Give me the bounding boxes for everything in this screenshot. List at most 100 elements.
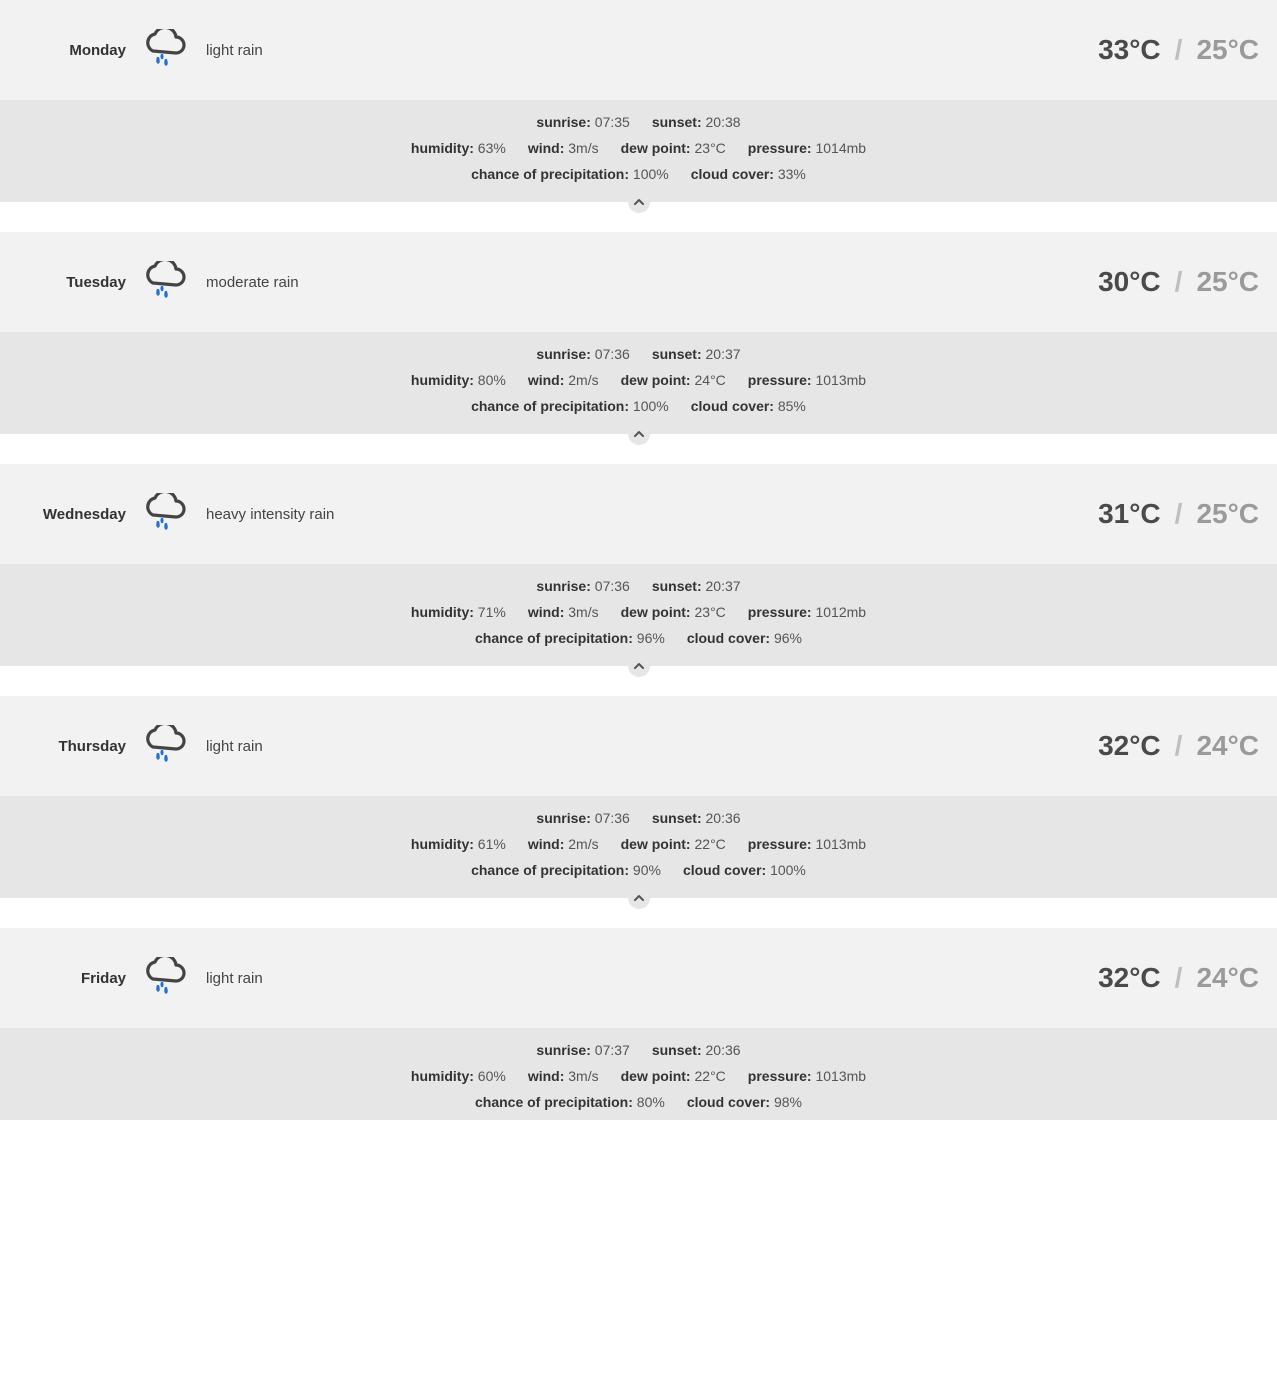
precip-label: chance of precipitation: [475,1094,633,1110]
humidity-label: humidity: [411,372,474,388]
humidity-item: humidity: 80% [411,372,506,388]
pressure-item: pressure: 1014mb [748,140,866,156]
temp-separator: / [1175,730,1183,762]
day-header[interactable]: Thursday light rain 32°C / 24°C [0,696,1277,796]
sunrise-label: sunrise: [536,114,590,130]
day-details: sunrise: 07:36 sunset: 20:37 humidity: 7… [0,564,1277,666]
collapse-button[interactable] [628,655,650,677]
dewpoint-item: dew point: 23°C [621,140,726,156]
wind-value: 3m/s [568,1068,598,1084]
sunset-value: 20:38 [706,114,741,130]
temp-high: 32°C [1098,962,1161,994]
cloud-label: cloud cover: [691,398,774,414]
collapse-button[interactable] [628,191,650,213]
rain-icon [139,493,189,535]
temps: 32°C / 24°C [1098,730,1259,762]
sunset-item: sunset: 20:38 [652,114,741,130]
collapse-button[interactable] [628,887,650,909]
sunrise-value: 07:36 [595,578,630,594]
day-block: Thursday light rain 32°C / 24°C sunrise:… [0,696,1277,926]
chevron-up-icon [632,659,646,673]
detail-row-sun: sunrise: 07:35 sunset: 20:38 [10,114,1267,130]
pressure-item: pressure: 1012mb [748,604,866,620]
temp-separator: / [1175,962,1183,994]
detail-row-sun: sunrise: 07:37 sunset: 20:36 [10,1042,1267,1058]
temps: 33°C / 25°C [1098,34,1259,66]
pressure-item: pressure: 1013mb [748,1068,866,1084]
condition-text: heavy intensity rain [206,506,1098,523]
detail-row-atmos: humidity: 63% wind: 3m/s dew point: 23°C… [10,140,1267,156]
sunrise-item: sunrise: 07:36 [536,346,629,362]
day-header[interactable]: Monday light rain 33°C / 25°C [0,0,1277,100]
pressure-value: 1013mb [815,836,866,852]
pressure-value: 1013mb [815,1068,866,1084]
dewpoint-item: dew point: 24°C [621,372,726,388]
humidity-item: humidity: 60% [411,1068,506,1084]
temp-separator: / [1175,498,1183,530]
humidity-value: 63% [478,140,506,156]
humidity-item: humidity: 71% [411,604,506,620]
sunset-value: 20:37 [706,346,741,362]
temp-low: 24°C [1196,730,1259,762]
day-header[interactable]: Friday light rain 32°C / 24°C [0,928,1277,1028]
cloud-value: 100% [770,862,806,878]
precip-value: 90% [633,862,661,878]
pressure-value: 1014mb [815,140,866,156]
cloud-value: 98% [774,1094,802,1110]
precip-item: chance of precipitation: 80% [475,1094,665,1110]
day-details: sunrise: 07:36 sunset: 20:36 humidity: 6… [0,796,1277,898]
wind-value: 3m/s [568,604,598,620]
dewpoint-value: 23°C [695,604,726,620]
sunrise-value: 07:36 [595,346,630,362]
day-block: Friday light rain 32°C / 24°C sunrise: 0… [0,928,1277,1120]
pressure-item: pressure: 1013mb [748,836,866,852]
cloud-value: 96% [774,630,802,646]
day-details: sunrise: 07:35 sunset: 20:38 humidity: 6… [0,100,1277,202]
day-header[interactable]: Tuesday moderate rain 30°C / 25°C [0,232,1277,332]
sunrise-value: 07:36 [595,810,630,826]
precip-label: chance of precipitation: [475,630,633,646]
sunrise-item: sunrise: 07:35 [536,114,629,130]
sunrise-label: sunrise: [536,346,590,362]
day-block: Wednesday heavy intensity rain 31°C / 25… [0,464,1277,694]
dewpoint-label: dew point: [621,836,691,852]
collapse-button[interactable] [628,423,650,445]
temp-high: 30°C [1098,266,1161,298]
cloud-item: cloud cover: 33% [691,166,806,182]
dewpoint-label: dew point: [621,372,691,388]
precip-value: 100% [633,166,669,182]
condition-text: light rain [206,970,1098,987]
condition-text: light rain [206,738,1098,755]
pressure-label: pressure: [748,836,812,852]
wind-label: wind: [528,140,565,156]
dewpoint-value: 22°C [695,1068,726,1084]
humidity-value: 60% [478,1068,506,1084]
chevron-up-icon [632,891,646,905]
sunset-label: sunset: [652,346,702,362]
sunset-label: sunset: [652,1042,702,1058]
chevron-up-icon [632,427,646,441]
temp-separator: / [1175,266,1183,298]
sunset-item: sunset: 20:36 [652,810,741,826]
humidity-label: humidity: [411,140,474,156]
wind-label: wind: [528,836,565,852]
condition-text: moderate rain [206,274,1098,291]
detail-row-sun: sunrise: 07:36 sunset: 20:37 [10,578,1267,594]
pressure-label: pressure: [748,140,812,156]
precip-label: chance of precipitation: [471,166,629,182]
humidity-item: humidity: 61% [411,836,506,852]
dewpoint-value: 22°C [695,836,726,852]
dewpoint-item: dew point: 22°C [621,836,726,852]
sunset-value: 20:37 [706,578,741,594]
day-block: Tuesday moderate rain 30°C / 25°C sunris… [0,232,1277,462]
pressure-label: pressure: [748,372,812,388]
precip-value: 100% [633,398,669,414]
dewpoint-item: dew point: 23°C [621,604,726,620]
day-header[interactable]: Wednesday heavy intensity rain 31°C / 25… [0,464,1277,564]
day-details: sunrise: 07:37 sunset: 20:36 humidity: 6… [0,1028,1277,1120]
temps: 32°C / 24°C [1098,962,1259,994]
wind-item: wind: 2m/s [528,836,599,852]
humidity-item: humidity: 63% [411,140,506,156]
sunrise-label: sunrise: [536,578,590,594]
dewpoint-item: dew point: 22°C [621,1068,726,1084]
